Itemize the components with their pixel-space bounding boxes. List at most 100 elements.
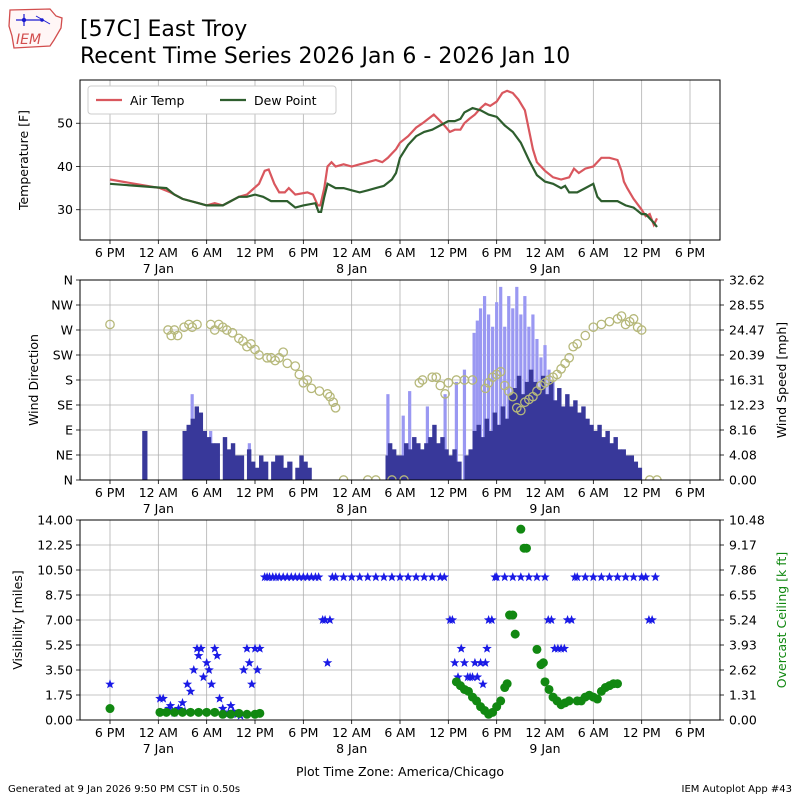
wind-speed-bar	[500, 406, 506, 480]
y2-tick-label: 2.62	[729, 663, 757, 678]
visibility-marker	[588, 572, 599, 582]
ceiling-marker	[521, 543, 531, 553]
wind-speed-bar	[589, 424, 594, 480]
x-tick-label: 6 PM	[95, 245, 125, 260]
visibility-marker	[206, 679, 217, 689]
ceiling-marker	[516, 524, 526, 534]
x-tick-date-label: 9 Jan	[529, 501, 560, 516]
visibility-marker	[650, 572, 661, 582]
wind-speed-bar	[508, 394, 514, 480]
wind-speed-bar	[295, 467, 300, 480]
wind-speed-bar	[190, 418, 195, 480]
wind-speed-bar	[255, 467, 260, 480]
visibility-marker	[244, 657, 255, 667]
y-axis-title: Visibility [miles]	[10, 570, 25, 669]
wind-speed-bar	[246, 449, 252, 480]
wind-gust-bar	[491, 326, 495, 480]
y2-tick-label: 16.31	[729, 373, 765, 388]
y-tick-label: W	[61, 323, 73, 338]
wind-speed-bar	[536, 388, 542, 480]
visibility-marker	[252, 665, 263, 674]
ceiling-marker	[194, 707, 204, 717]
wind-speed-bar	[444, 449, 449, 480]
wind-speed-bar	[387, 443, 393, 480]
y2-tick-label: 12.23	[729, 398, 765, 413]
chart-title-station: [57C] East Troy	[80, 17, 248, 42]
x-tick-label: 6 PM	[288, 245, 318, 260]
wind-direction-marker	[417, 375, 428, 385]
wind-direction-marker	[322, 389, 333, 399]
visibility-marker	[562, 615, 573, 624]
wind-speed-bar	[226, 449, 232, 480]
x-tick-label: 6 PM	[95, 485, 125, 500]
plot-area-1	[80, 80, 720, 240]
visibility-marker	[450, 657, 460, 667]
wind-gust-bar	[401, 415, 405, 480]
wind-speed-bar	[259, 455, 264, 480]
wind-direction-marker	[314, 386, 325, 396]
visibility-marker	[173, 703, 184, 713]
wind-direction-marker	[306, 383, 317, 394]
visibility-marker	[247, 679, 257, 689]
wind-speed-bar	[436, 443, 441, 480]
wind-speed-bar	[283, 467, 288, 480]
wind-speed-bar	[524, 381, 530, 480]
ceiling-marker	[155, 707, 165, 717]
y2-axis-title: Wind Speed [mph]	[774, 322, 789, 438]
wind-speed-bar	[385, 455, 389, 480]
y-tick-label: 50	[57, 116, 73, 131]
ceiling-marker	[186, 707, 196, 717]
visibility-marker	[459, 657, 470, 667]
x-tick-date-label: 9 Jan	[529, 741, 560, 756]
visibility-marker	[612, 572, 623, 582]
wind-speed-bar	[230, 443, 236, 480]
y-tick-label: 3.50	[45, 663, 73, 678]
y-axis-title: Temperature [F]	[16, 110, 31, 211]
visibility-marker	[491, 572, 502, 582]
wind-speed-bar	[609, 443, 614, 480]
wind-speed-bar	[194, 406, 200, 480]
wind-speed-bar	[206, 437, 212, 480]
wind-gust-bar	[475, 320, 479, 480]
ceiling-marker	[496, 696, 506, 706]
visibility-marker	[218, 703, 228, 713]
wind-speed-bar	[637, 467, 643, 480]
ceiling-marker	[538, 658, 548, 668]
y2-tick-label: 4.08	[729, 448, 757, 463]
x-tick-label: 6 PM	[675, 725, 705, 740]
y2-tick-label: 0.00	[729, 473, 757, 488]
wind-direction-marker	[282, 358, 293, 369]
visibility-marker	[387, 572, 397, 582]
wind-speed-bar	[448, 455, 453, 480]
visibility-marker	[419, 572, 429, 582]
wind-speed-bar	[464, 455, 469, 480]
wind-direction-marker	[431, 372, 442, 383]
y-tick-label: 1.75	[45, 688, 73, 703]
visibility-marker	[189, 665, 199, 674]
x-tick-label: 12 AM	[139, 485, 178, 500]
wind-speed-bar	[633, 461, 639, 480]
wind-direction-marker	[163, 325, 173, 335]
x-tick-label: 12 AM	[332, 245, 371, 260]
wind-speed-bar	[456, 461, 462, 480]
wind-speed-bar	[472, 430, 477, 480]
visibility-marker	[177, 697, 188, 707]
ceiling-marker	[178, 707, 187, 717]
wind-direction-marker	[166, 330, 177, 341]
wind-speed-bar	[625, 455, 630, 480]
wind-speed-bar	[222, 437, 228, 480]
wind-speed-bar	[476, 424, 481, 480]
y-tick-label: NW	[51, 298, 73, 313]
ceiling-marker	[202, 707, 212, 717]
visibility-marker	[105, 679, 115, 689]
wind-direction-marker	[294, 369, 305, 380]
axes-frame	[79, 79, 721, 241]
visibility-marker	[196, 643, 206, 653]
visibility-marker	[201, 657, 212, 667]
wind-speed-bar	[424, 443, 429, 480]
wind-direction-marker	[172, 330, 183, 341]
y2-tick-label: 20.39	[729, 348, 765, 363]
visibility-marker	[596, 572, 607, 582]
wind-speed-bar	[613, 437, 618, 480]
x-tick-label: 12 PM	[236, 245, 274, 260]
